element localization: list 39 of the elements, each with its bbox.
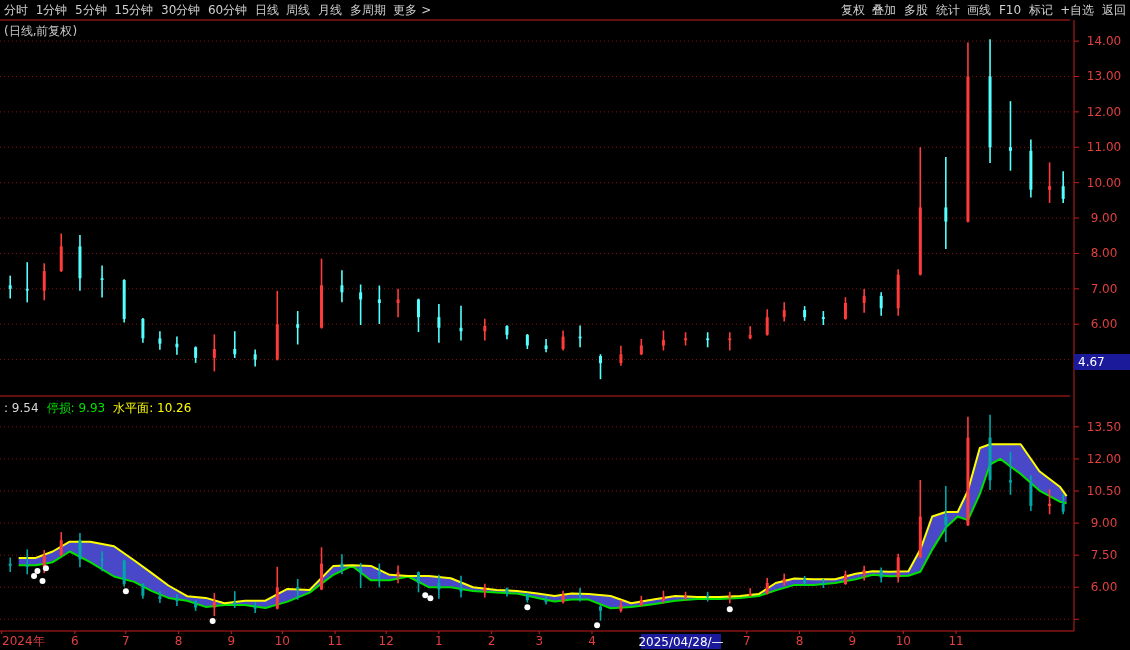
y-tick-label: 9.00	[1090, 516, 1118, 531]
chart-title: (日线,前复权)	[4, 24, 78, 38]
y-tick-label: 14.00	[1086, 34, 1122, 49]
x-tick-label: 10	[895, 634, 911, 648]
x-tick-label: 9	[227, 634, 236, 648]
x-tick-label: 12	[378, 634, 394, 648]
x-tick-label: 3	[535, 634, 544, 648]
annotation: : 9.54	[4, 401, 39, 415]
x-tick-label: 11	[327, 634, 343, 648]
y-tick-label: 9.00	[1090, 211, 1118, 226]
text: 水平面: 10.26	[113, 401, 192, 415]
x-tick-label: 10	[274, 634, 291, 648]
x-tick-label: 7	[122, 634, 130, 648]
y-tick-label: 10.50	[1086, 484, 1122, 499]
x-tick-label: 11	[948, 634, 964, 648]
text: 复权 叠加 多股 统计 画线 F10 标记 +自选 返回	[840, 3, 1126, 17]
y-tick-label: 13.50	[1086, 419, 1122, 434]
x-tick-label: 2	[487, 634, 496, 648]
x-tick-label: 9	[848, 634, 857, 648]
x-tick-label: 7	[742, 634, 751, 648]
y-tick-label: 13.00	[1086, 69, 1122, 84]
x-tick-label: 8	[795, 634, 804, 648]
y-tick-label: 12.00	[1086, 104, 1122, 119]
x-tick-label: 4	[588, 634, 596, 648]
y-tick-label: 10.00	[1086, 175, 1122, 190]
x-tick-label: 1	[435, 634, 443, 648]
x-tick-label: 8	[174, 634, 183, 648]
x-tick-label: 6	[71, 634, 79, 648]
text: 4.67	[1078, 355, 1105, 369]
y-tick-label: 6.00	[1090, 317, 1118, 332]
y-tick-label: 8.00	[1090, 246, 1118, 261]
y-tick-label: 7.50	[1090, 548, 1118, 563]
y-tick-label: 11.00	[1086, 140, 1122, 155]
text: 停损: 9.93	[46, 401, 106, 415]
y-tick-label: 7.00	[1090, 281, 1118, 296]
x-tick-label: 2024年	[2, 634, 45, 648]
y-tick-label: 6.00	[1090, 580, 1118, 595]
y-tick-label: 12.00	[1086, 451, 1122, 466]
text: 分时 1分钟 5分钟 15分钟 30分钟 60分钟 日线 周线 月线 多周期 更多 >	[4, 3, 432, 17]
